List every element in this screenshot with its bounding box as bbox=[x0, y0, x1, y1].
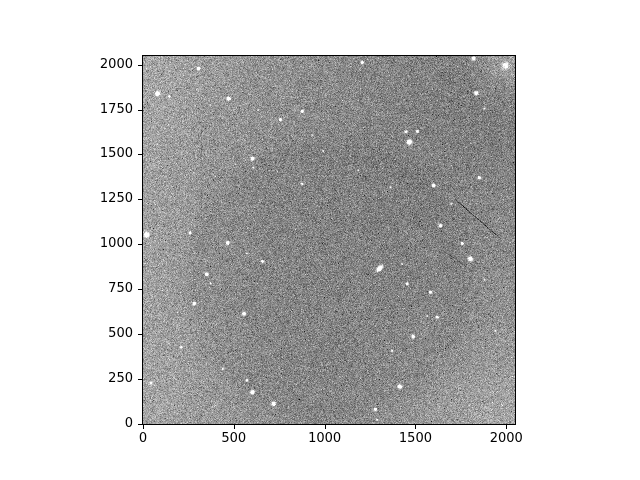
y-tick-label: 1750 bbox=[99, 101, 133, 117]
x-tick-mark bbox=[415, 425, 416, 429]
y-tick-label: 1500 bbox=[99, 146, 133, 162]
y-tick-mark bbox=[138, 199, 142, 200]
y-tick-mark bbox=[138, 334, 142, 335]
x-tick-label: 500 bbox=[221, 431, 247, 446]
y-tick-label: 0 bbox=[124, 416, 133, 431]
y-tick-mark bbox=[138, 244, 142, 245]
y-tick-label: 750 bbox=[108, 281, 133, 297]
x-tick-mark bbox=[506, 425, 507, 429]
x-tick-label: 1000 bbox=[308, 431, 342, 446]
y-tick-label: 250 bbox=[108, 371, 133, 387]
y-tick-label: 500 bbox=[108, 326, 133, 342]
y-tick-label: 2000 bbox=[99, 56, 133, 72]
y-tick-label: 1000 bbox=[99, 236, 133, 252]
x-tick-label: 2000 bbox=[489, 431, 523, 446]
ccd-image-canvas bbox=[143, 56, 515, 424]
y-tick-mark bbox=[138, 110, 142, 111]
x-tick-label: 0 bbox=[138, 431, 148, 446]
x-tick-label: 1500 bbox=[398, 431, 432, 446]
x-tick-mark bbox=[325, 425, 326, 429]
x-tick-mark bbox=[234, 425, 235, 429]
y-tick-label: 1250 bbox=[99, 191, 133, 207]
y-tick-mark bbox=[138, 65, 142, 66]
y-tick-mark bbox=[138, 424, 142, 425]
y-tick-mark bbox=[138, 289, 142, 290]
x-tick-mark bbox=[143, 425, 144, 429]
y-tick-mark bbox=[138, 154, 142, 155]
axes-frame bbox=[142, 55, 516, 425]
y-tick-mark bbox=[138, 379, 142, 380]
